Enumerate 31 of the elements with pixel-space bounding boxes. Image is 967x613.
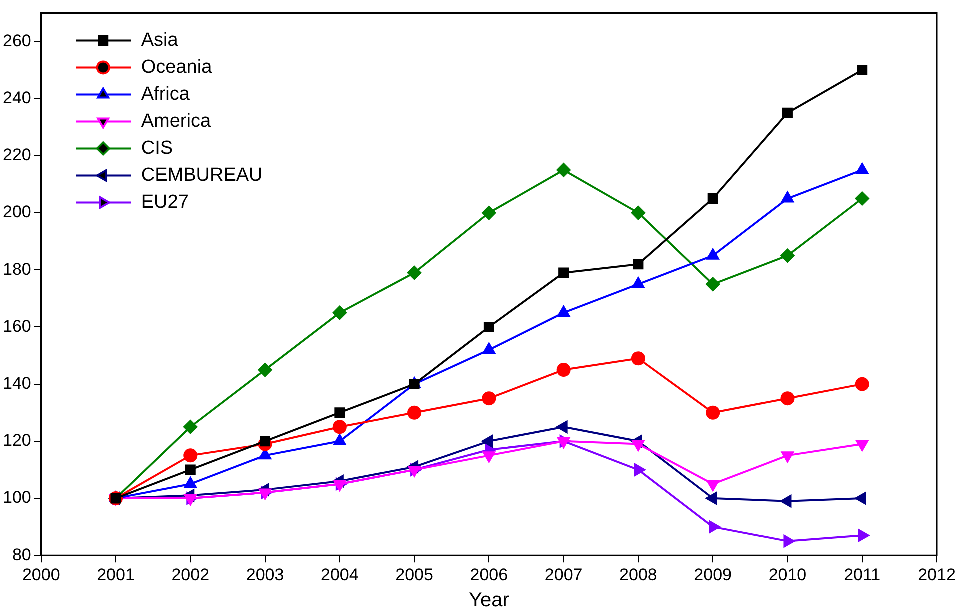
legend-label: America [141, 110, 212, 132]
y-tick-label: 220 [2, 146, 32, 165]
x-axis-title: Year [468, 590, 510, 612]
x-tick-label: 2007 [544, 565, 583, 584]
legend-label: Oceania [141, 56, 213, 78]
x-tick-label: 2001 [97, 565, 135, 584]
x-tick-label: 2005 [396, 565, 434, 584]
legend-label: Africa [141, 84, 190, 105]
legend-label: EU27 [141, 192, 189, 213]
y-tick-label: 120 [2, 431, 32, 450]
y-tick-label: 200 [2, 202, 32, 222]
y-tick-label: 180 [2, 260, 32, 279]
x-tick-label: 2012 [918, 565, 956, 584]
x-tick-label: 2008 [620, 565, 658, 584]
legend-label: CEMBUREAU [141, 164, 263, 186]
x-tick-label: 2002 [172, 565, 210, 584]
x-tick-label: 2003 [246, 565, 284, 584]
x-tick-label: 2006 [470, 565, 508, 584]
y-tick-label: 260 [2, 31, 32, 50]
x-tick-label: 2009 [694, 565, 732, 584]
x-tick-label: 2004 [320, 565, 359, 584]
legend-label: CIS [141, 138, 174, 159]
y-tick-label: 80 [12, 545, 32, 564]
y-tick-label: 240 [2, 88, 32, 108]
y-tick-label: 140 [2, 374, 32, 394]
y-tick-label: 100 [2, 488, 32, 508]
x-tick-label: 2000 [22, 565, 60, 584]
y-tick-label: 160 [2, 316, 32, 336]
x-tick-label: 2010 [768, 565, 807, 584]
x-tick-label: 2011 [844, 565, 881, 584]
legend-label: Asia [141, 30, 179, 51]
